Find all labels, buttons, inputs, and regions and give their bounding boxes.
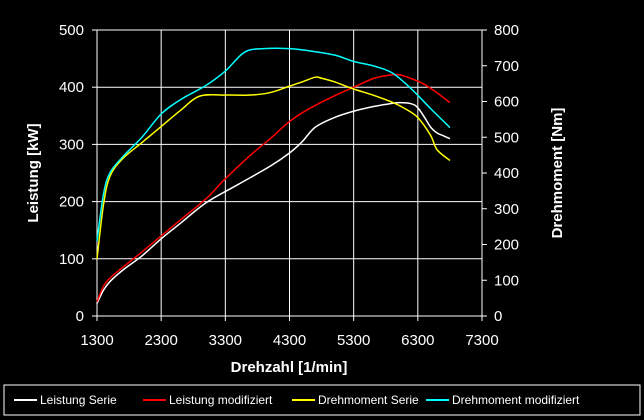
y-left-tick-label: 0 <box>76 308 84 325</box>
series-line-3 <box>96 76 451 259</box>
series-lines <box>96 47 451 304</box>
series-line-4 <box>96 47 451 242</box>
y-left-tick-label: 400 <box>59 79 84 96</box>
legend-label-3: Drehmoment Serie <box>318 393 419 407</box>
y-left-tick-label: 100 <box>59 251 84 268</box>
y-left-tick-label: 500 <box>59 22 84 39</box>
y-right-tick-label: 200 <box>494 237 519 254</box>
legend-label-4: Drehmoment modifiziert <box>452 393 580 407</box>
x-tick-label: 7300 <box>465 332 498 349</box>
x-tick-label: 2300 <box>144 332 177 349</box>
y-left-axis-title: Leistung [kW] <box>25 123 42 222</box>
y-right-tick-label: 400 <box>494 165 519 182</box>
series-line-2 <box>96 73 451 302</box>
x-tick-label: 5300 <box>337 332 370 349</box>
x-tick-label: 6300 <box>401 332 434 349</box>
grid-lines <box>92 29 487 321</box>
x-tick-label: 3300 <box>209 332 242 349</box>
y-right-tick-label: 0 <box>494 308 502 325</box>
legend-label-2: Leistung modifiziert <box>169 393 273 407</box>
legend-label-1: Leistung Serie <box>40 393 117 407</box>
y-right-tick-labels: 0 100 200 300 400 500 600 700 800 <box>494 22 519 325</box>
x-axis-title: Drehzahl [1/min] <box>231 359 348 376</box>
y-right-axis-title: Drehmoment [Nm] <box>549 108 566 239</box>
y-left-tick-labels: 0 100 200 300 400 500 <box>59 22 84 325</box>
y-right-tick-label: 700 <box>494 58 519 75</box>
x-tick-labels: 1300 2300 3300 4300 5300 6300 7300 <box>80 332 498 349</box>
legend: Leistung Serie Leistung modifiziert Drehmo… <box>14 393 580 407</box>
x-tick-label: 4300 <box>273 332 306 349</box>
series-line-1 <box>96 101 451 304</box>
legend-box <box>3 384 641 416</box>
y-left-tick-label: 200 <box>59 194 84 211</box>
y-right-tick-label: 100 <box>494 272 519 289</box>
y-right-tick-label: 500 <box>494 129 519 146</box>
y-right-tick-label: 600 <box>494 94 519 111</box>
x-tick-label: 1300 <box>80 332 113 349</box>
y-right-tick-label: 800 <box>494 22 519 39</box>
y-left-tick-label: 300 <box>59 136 84 153</box>
y-right-tick-label: 300 <box>494 201 519 218</box>
